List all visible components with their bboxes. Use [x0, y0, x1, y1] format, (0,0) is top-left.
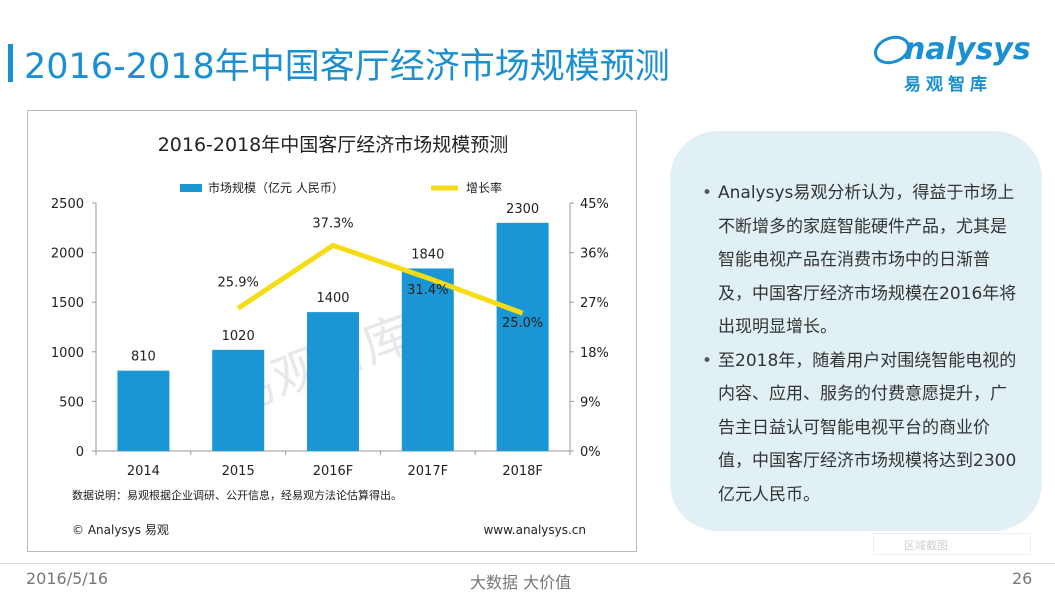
title-accent-bar — [8, 44, 13, 82]
chart-copyright: © Analysys 易观 — [72, 523, 169, 537]
growth-rate-label: 25.9% — [218, 275, 259, 290]
y-left-tick-label: 1500 — [51, 296, 84, 311]
x-tick-label: 2014 — [127, 464, 160, 479]
bar-value-label: 2300 — [506, 202, 539, 217]
bar-2017F — [401, 268, 454, 451]
bar-2016F — [307, 312, 359, 451]
growth-rate-label: 37.3% — [312, 216, 353, 231]
logo-subtitle: 易观智库 — [904, 75, 992, 95]
logo-text: nalysys — [904, 32, 1031, 67]
bar-value-label: 1400 — [316, 291, 349, 306]
y-left-tick-label: 0 — [76, 445, 84, 460]
slide-title: 2016-2018年中国客厅经济市场规模预测 — [24, 47, 670, 87]
bar-value-label: 1020 — [222, 329, 255, 344]
bar-2014 — [117, 370, 170, 451]
capture-label: 区域截图 — [904, 539, 948, 552]
chart-source-note: 数据说明：易观根据企业调研、公开信息，经易观方法论估算得出。 — [72, 488, 402, 502]
legend-swatch-bar — [180, 184, 202, 192]
y-left-tick-label: 2500 — [51, 197, 84, 212]
footer-date: 2016/5/16 — [26, 569, 109, 588]
y-right-tick-label: 9% — [580, 395, 601, 410]
y-right-tick-label: 18% — [580, 346, 609, 361]
x-tick-label: 2017F — [408, 464, 449, 479]
analysys-logo: nalysys 易观智库 — [872, 28, 1032, 95]
legend-label-line: 增长率 — [466, 180, 502, 195]
page-number: 26 — [1012, 569, 1033, 588]
chart-title: 2016-2018年中国客厅经济市场规模预测 — [158, 134, 509, 156]
growth-rate-label: 31.4% — [407, 283, 448, 298]
chart-website: www.analysys.cn — [483, 523, 586, 537]
bar-value-label: 810 — [131, 350, 156, 365]
bar-2015 — [212, 349, 265, 451]
bar-value-label: 1840 — [411, 247, 444, 262]
y-right-tick-label: 0% — [580, 445, 601, 460]
y-right-tick-label: 45% — [580, 197, 609, 212]
y-right-tick-label: 27% — [580, 296, 609, 311]
analysis-note: Analysys易观分析认为，得益于市场上不断增多的家庭智能硬件产品，尤其是智能… — [700, 177, 1020, 345]
y-left-tick-label: 500 — [59, 395, 84, 410]
x-tick-label: 2016F — [313, 464, 354, 479]
y-right-tick-label: 36% — [580, 247, 609, 262]
x-tick-label: 2015 — [222, 464, 255, 479]
x-tick-label: 2018F — [502, 464, 543, 479]
analysis-notes: Analysys易观分析认为，得益于市场上不断增多的家庭智能硬件产品，尤其是智能… — [700, 177, 1020, 512]
footer-divider — [0, 563, 1055, 564]
growth-rate-line — [236, 242, 524, 316]
footer-slogan: 大数据 大价值 — [470, 573, 572, 592]
capture-label-box: 区域截图 — [873, 533, 1031, 555]
y-left-tick-label: 2000 — [51, 247, 84, 262]
legend-label-bar: 市场规模（亿元 人民币） — [208, 180, 344, 195]
analysis-note: 至2018年，随着用户对围绕智能电视的内容、应用、服务的付费意愿提升，广告主日益… — [700, 345, 1020, 513]
y-left-tick-label: 1000 — [51, 346, 84, 361]
logo-swoosh-icon — [874, 35, 910, 65]
growth-rate-label: 25.0% — [502, 316, 543, 331]
bar-2018F — [496, 222, 549, 451]
